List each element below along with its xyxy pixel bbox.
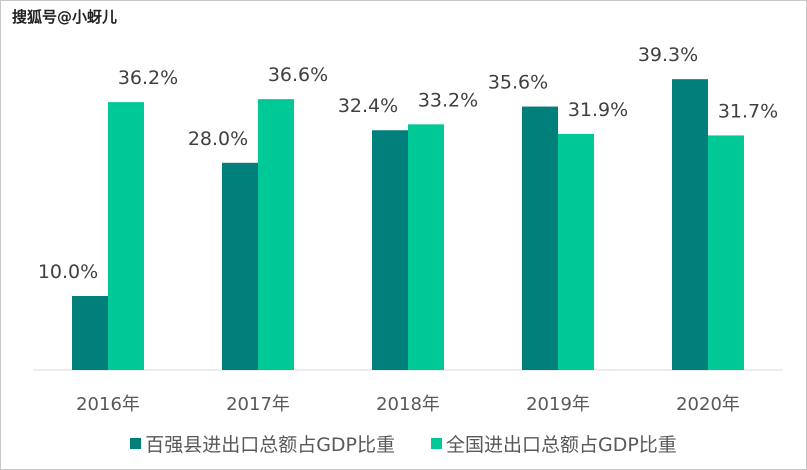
- bar: [672, 79, 708, 371]
- bar: [222, 162, 258, 370]
- bar: [708, 135, 744, 370]
- legend: 百强县进出口总额占GDP比重 全国进出口总额占GDP比重: [0, 430, 807, 457]
- data-label: 28.0%: [188, 128, 248, 150]
- bar: [408, 124, 444, 370]
- data-label: 35.6%: [488, 72, 548, 94]
- legend-swatch: [130, 438, 142, 449]
- bar: [258, 99, 294, 370]
- legend-swatch: [431, 438, 442, 449]
- x-tick-label: 2018年: [376, 394, 440, 415]
- legend-item-county: 百强县进出口总额占GDP比重: [130, 430, 395, 457]
- data-label: 31.9%: [568, 99, 628, 121]
- watermark: 搜狐号@小蚜儿: [12, 8, 118, 26]
- x-tick-label: 2017年: [226, 394, 290, 415]
- bar: [72, 296, 108, 370]
- bar: [558, 133, 594, 370]
- bar: [108, 102, 144, 371]
- data-label: 10.0%: [38, 261, 98, 283]
- data-label: 39.3%: [638, 44, 698, 66]
- bar: [522, 106, 558, 370]
- x-tick-label: 2020年: [676, 394, 740, 415]
- x-tick-label: 2019年: [526, 394, 590, 415]
- legend-label: 全国进出口总额占GDP比重: [446, 434, 677, 456]
- data-label: 32.4%: [338, 95, 398, 117]
- data-label: 36.6%: [268, 64, 328, 86]
- legend-label: 百强县进出口总额占GDP比重: [145, 434, 395, 456]
- data-label: 36.2%: [118, 67, 178, 89]
- bar: [372, 130, 408, 370]
- data-label: 31.7%: [718, 100, 778, 122]
- legend-item-national: 全国进出口总额占GDP比重: [431, 430, 677, 457]
- x-tick-label: 2016年: [76, 394, 140, 415]
- data-label: 33.2%: [418, 89, 478, 111]
